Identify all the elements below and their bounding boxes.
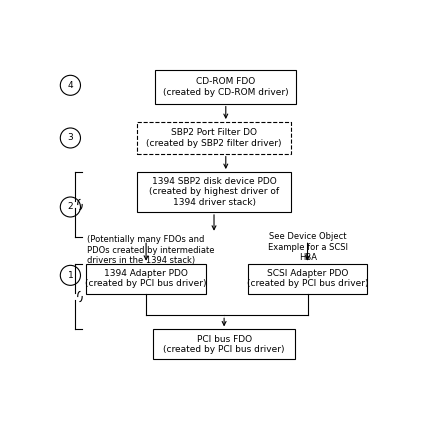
Text: CD-ROM FDO
(created by CD-ROM driver): CD-ROM FDO (created by CD-ROM driver) <box>163 77 289 97</box>
Text: (Potentially many FDOs and
PDOs created by intermediate
drivers in the 1394 stac: (Potentially many FDOs and PDOs created … <box>87 236 215 265</box>
Text: 1394 Adapter PDO
(created by PCI bus driver): 1394 Adapter PDO (created by PCI bus dri… <box>85 269 207 288</box>
Text: SBP2 Port Filter DO
(created by SBP2 filter driver): SBP2 Port Filter DO (created by SBP2 fil… <box>146 128 282 148</box>
Text: See Device Object
Example for a SCSI
HBA: See Device Object Example for a SCSI HBA <box>268 232 348 262</box>
Text: 1: 1 <box>68 271 73 280</box>
Text: SCSI Adapter PDO
(created by PCI bus driver): SCSI Adapter PDO (created by PCI bus dri… <box>247 269 368 288</box>
Text: 4: 4 <box>68 81 73 90</box>
FancyBboxPatch shape <box>137 172 291 212</box>
Text: PCI bus FDO
(created by PCI bus driver): PCI bus FDO (created by PCI bus driver) <box>163 335 285 354</box>
Text: 2: 2 <box>68 203 73 211</box>
Text: 3: 3 <box>68 133 73 142</box>
FancyBboxPatch shape <box>155 70 296 103</box>
Text: 1394 SBP2 disk device PDO
(created by highest driver of
1394 driver stack): 1394 SBP2 disk device PDO (created by hi… <box>149 177 279 207</box>
FancyBboxPatch shape <box>86 264 206 294</box>
FancyBboxPatch shape <box>154 330 295 359</box>
FancyBboxPatch shape <box>137 122 291 154</box>
FancyBboxPatch shape <box>248 264 367 294</box>
